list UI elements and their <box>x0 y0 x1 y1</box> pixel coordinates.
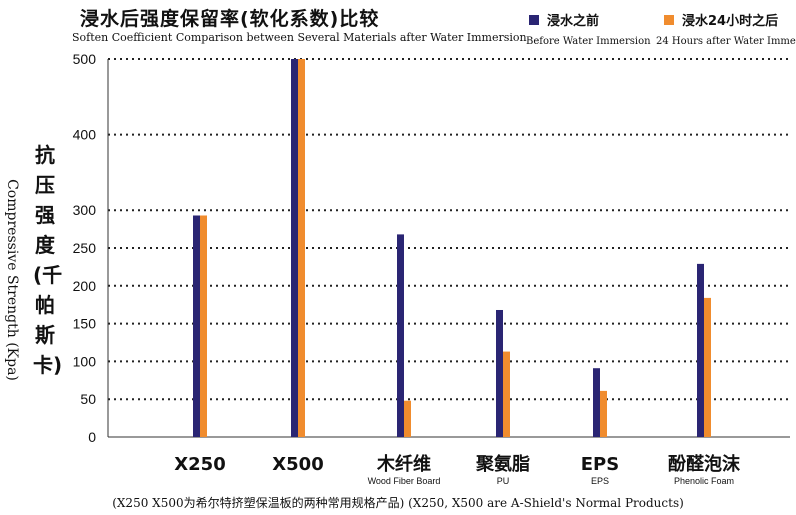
y-tick-label: 50 <box>80 391 96 407</box>
legend-swatch-after <box>664 15 674 25</box>
bar-after <box>298 59 305 437</box>
legend-label-after: 浸水24小时之后 <box>682 14 779 29</box>
x-tick-label: X250 <box>174 454 225 475</box>
bar-after <box>600 390 607 437</box>
y-tick-label: 150 <box>73 316 97 332</box>
chart-title: 浸水后强度保留率(软化系数)比较 <box>80 8 380 30</box>
bar-after <box>200 215 207 437</box>
bar-after <box>503 351 510 437</box>
y-tick-label: 0 <box>88 429 96 445</box>
x-tick-label: 酚醛泡沫 <box>668 453 741 475</box>
bar-after <box>404 400 411 437</box>
bar-before <box>496 309 503 437</box>
x-tick-label: 木纤维 <box>376 453 431 475</box>
y-tick-label: 400 <box>73 127 97 143</box>
legend-label-before: 浸水之前 <box>547 14 600 29</box>
y-tick-label: 200 <box>73 278 97 294</box>
legend-swatch-before <box>529 15 539 25</box>
bar-before <box>397 234 404 437</box>
x-tick-sublabel: EPS <box>591 476 609 486</box>
x-tick-label: 聚氨脂 <box>475 453 530 475</box>
bar-before <box>697 263 704 437</box>
legend-sublabel-before: Before Water Immersion <box>526 36 651 47</box>
chart-subtitle: Soften Coefficient Comparison between Se… <box>72 31 527 44</box>
bar-before <box>593 368 600 437</box>
footnote: (X250 X500为希尔特挤塑保温板的两种常用规格产品) (X250, X50… <box>112 496 684 510</box>
x-tick-sublabel: Wood Fiber Board <box>368 476 441 486</box>
x-tick-label: X500 <box>272 454 323 475</box>
y-tick-label: 500 <box>73 51 97 67</box>
x-tick-label: EPS <box>581 454 619 475</box>
legend-sublabel-after: 24 Hours after Water Immersion <box>656 36 796 47</box>
bar-before <box>193 215 200 437</box>
x-tick-sublabel: Phenolic Foam <box>674 476 734 486</box>
bar-before <box>291 59 298 437</box>
y-tick-label: 300 <box>73 202 97 218</box>
y-tick-label: 100 <box>73 353 97 369</box>
bar-after <box>704 297 711 437</box>
y-tick-label: 250 <box>73 240 97 256</box>
x-tick-sublabel: PU <box>497 476 510 486</box>
